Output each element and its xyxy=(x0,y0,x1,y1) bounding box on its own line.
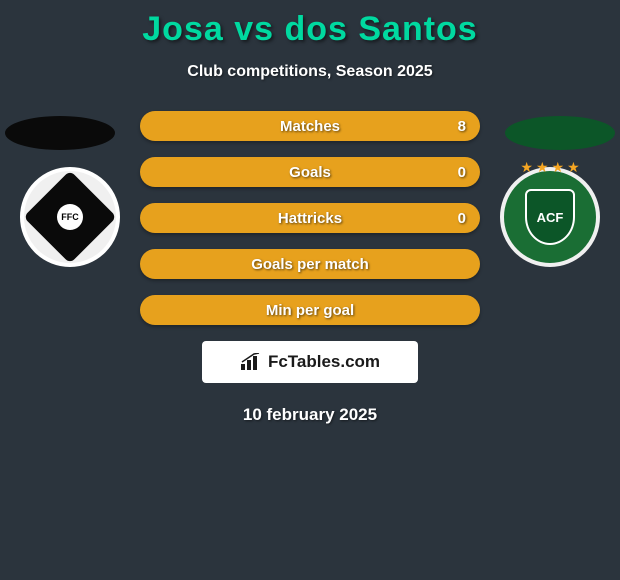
star-icon: ★ xyxy=(552,159,565,176)
stats-list: Matches 8 Goals 0 Hattricks 0 Goals per … xyxy=(140,111,480,325)
date-label: 10 february 2025 xyxy=(0,405,620,425)
chart-icon xyxy=(240,353,262,371)
watermark-text: FcTables.com xyxy=(268,352,380,372)
right-player-oval xyxy=(505,116,615,150)
stat-value: 0 xyxy=(458,210,466,227)
stat-row: Min per goal xyxy=(140,295,480,325)
star-row: ★ ★ ★ ★ xyxy=(520,159,579,176)
left-club-badge: FFC xyxy=(20,167,120,267)
stat-label: Matches xyxy=(280,118,340,135)
stat-label: Goals xyxy=(289,164,331,181)
stat-row: Hattricks 0 xyxy=(140,203,480,233)
left-player-oval xyxy=(5,116,115,150)
right-club-badge: ★ ★ ★ ★ ACF xyxy=(500,167,600,267)
star-icon: ★ xyxy=(567,159,580,176)
subtitle: Club competitions, Season 2025 xyxy=(0,63,620,81)
stat-value: 8 xyxy=(458,118,466,135)
comparison-panel: FFC ★ ★ ★ ★ ACF Matches 8 Goals 0 Hattri… xyxy=(0,111,620,425)
stat-label: Min per goal xyxy=(266,302,354,319)
stat-row: Matches 8 xyxy=(140,111,480,141)
watermark: FcTables.com xyxy=(202,341,418,383)
star-icon: ★ xyxy=(520,159,533,176)
stat-row: Goals 0 xyxy=(140,157,480,187)
stat-label: Hattricks xyxy=(278,210,342,227)
stat-row: Goals per match xyxy=(140,249,480,279)
stat-value: 0 xyxy=(458,164,466,181)
page-title: Josa vs dos Santos xyxy=(0,0,620,49)
stat-label: Goals per match xyxy=(251,256,369,273)
star-icon: ★ xyxy=(536,159,549,176)
